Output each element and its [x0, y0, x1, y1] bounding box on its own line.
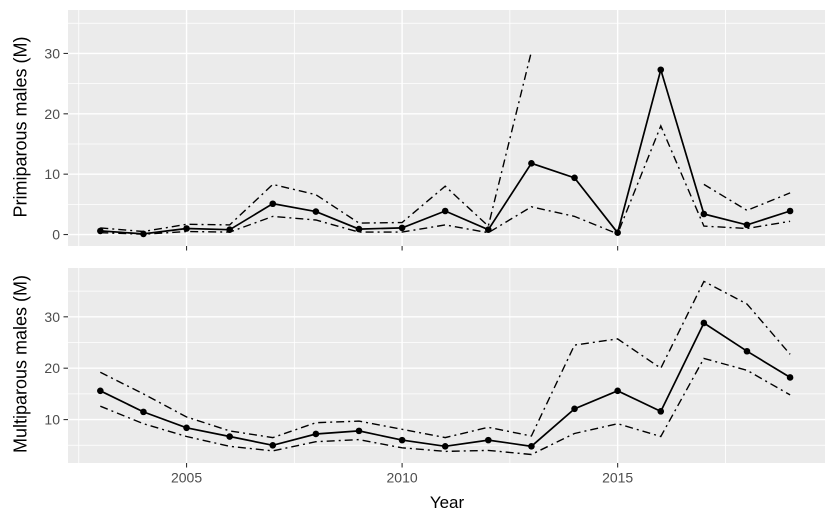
data-point-bottom	[140, 408, 147, 416]
data-point-top	[140, 230, 147, 238]
y-tick-label: 20	[44, 106, 60, 122]
data-point-top	[97, 227, 104, 235]
data-point-top	[441, 207, 449, 215]
x-tick-label: 2015	[602, 470, 633, 486]
data-point-bottom	[355, 427, 363, 435]
y-axis-title-primiparous: Primiparous males (M)	[10, 36, 31, 218]
data-point-bottom	[485, 436, 492, 444]
upper-ci-line-bottom	[99, 280, 791, 439]
data-point-bottom	[571, 405, 578, 413]
data-point-bottom	[528, 443, 535, 450]
y-axis-title-multiparous: Multiparous males (M)	[10, 274, 31, 454]
x-tick-label: 2010	[387, 470, 418, 486]
lower-ci-line-top	[100, 124, 791, 235]
data-point-bottom	[786, 374, 794, 381]
lower-ci-line-bottom	[100, 357, 791, 456]
x-tick-label: 2005	[171, 470, 202, 486]
x-axis-title: Year	[429, 493, 465, 512]
data-point-top	[312, 208, 320, 215]
data-point-top	[485, 226, 492, 234]
data-point-bottom	[700, 319, 708, 327]
upper-ci-line-top	[100, 51, 791, 233]
data-point-top	[528, 160, 535, 167]
data-point-top	[571, 174, 578, 182]
data-point-top	[700, 210, 708, 218]
data-point-bottom	[657, 408, 665, 415]
data-point-bottom	[441, 443, 449, 450]
y-tick-label: 30	[44, 309, 60, 325]
data-point-bottom	[743, 347, 751, 355]
data-point-top	[743, 221, 751, 229]
data-point-top	[398, 224, 406, 232]
y-tick-label: 20	[44, 360, 60, 376]
panel-background-top	[68, 10, 825, 246]
data-point-top	[269, 200, 277, 208]
data-point-bottom	[312, 430, 320, 438]
y-tick-label: 10	[44, 166, 60, 182]
data-point-top	[183, 225, 190, 232]
data-point-bottom	[614, 387, 621, 395]
data-point-top	[786, 207, 794, 215]
data-point-bottom	[269, 441, 277, 449]
y-tick-label: 10	[44, 412, 60, 428]
y-tick-label: 30	[44, 45, 60, 61]
y-tick-label: 0	[52, 227, 60, 243]
data-point-bottom	[226, 433, 233, 440]
data-point-top	[614, 229, 621, 237]
panel-background-bottom	[68, 268, 825, 463]
data-point-bottom	[183, 424, 190, 432]
data-point-top	[657, 66, 665, 74]
data-point-bottom	[398, 436, 406, 444]
data-point-top	[226, 226, 233, 234]
data-point-top	[355, 225, 363, 233]
data-point-bottom	[97, 387, 104, 395]
